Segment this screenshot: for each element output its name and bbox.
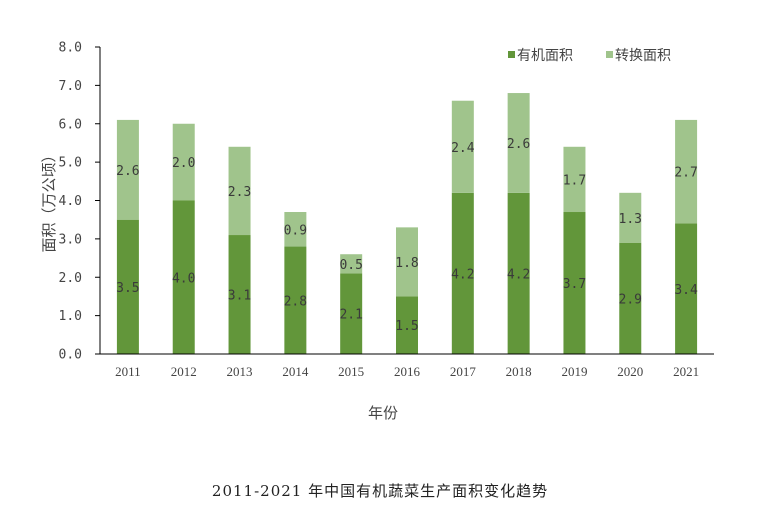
data-label: 2.3 <box>228 185 251 200</box>
x-tick-label: 2013 <box>227 364 253 379</box>
bar-group-2020: 2.9 1.3 <box>619 192 642 354</box>
bar-segment-conversion <box>396 227 418 297</box>
data-label: 3.5 <box>116 281 139 296</box>
y-tick-label: 8.0 <box>59 41 82 56</box>
x-tick-label: 2020 <box>617 364 643 379</box>
bar-segment-organic <box>340 273 363 354</box>
data-label: 2.1 <box>339 308 362 323</box>
y-tick-label: 6.0 <box>59 117 82 132</box>
bar-group-2014: 2.8 0.9 <box>284 212 307 354</box>
x-tick-label: 2012 <box>171 364 197 379</box>
bar-group-2017: 4.2 2.4 <box>451 100 475 354</box>
data-label: 2.0 <box>172 156 195 171</box>
data-label: 2.7 <box>674 166 697 181</box>
x-tick-label: 2017 <box>450 364 477 379</box>
x-tick-label: 2016 <box>394 364 421 379</box>
data-label: 1.5 <box>395 319 418 334</box>
bar-segment-conversion <box>507 93 530 193</box>
bar-group-2013: 3.1 2.3 <box>228 146 251 354</box>
data-label: 3.4 <box>674 283 698 298</box>
bar-segment-organic <box>116 219 139 354</box>
legend-label: 有机面积 <box>517 48 573 64</box>
bar-segment-organic <box>396 296 418 354</box>
bar-segment-conversion <box>451 100 474 193</box>
chart-title: 2011-2021 年中国有机蔬菜生产面积变化趋势 <box>211 482 549 500</box>
bar-segment-organic <box>451 192 474 354</box>
bar-group-2015: 2.1 0.5 <box>339 254 363 354</box>
bar-group-2011: 3.5 2.6 <box>116 119 140 354</box>
legend-label: 转换面积 <box>615 47 671 64</box>
data-label: 4.2 <box>507 267 530 282</box>
bar-segment-organic <box>675 223 698 354</box>
bar-segment-organic <box>284 246 307 354</box>
bar-segment-conversion <box>284 212 307 247</box>
data-label: 0.5 <box>339 258 362 273</box>
legend-swatch <box>508 51 515 58</box>
data-label: 2.6 <box>507 137 530 152</box>
data-label: 2.6 <box>116 164 139 179</box>
x-tick-label: 2018 <box>506 364 532 379</box>
y-tick-label: 7.0 <box>59 79 82 94</box>
bar-segment-conversion <box>340 254 363 274</box>
x-tick-label: 2014 <box>282 364 309 379</box>
legend-swatch <box>606 51 613 58</box>
x-tick-label: 2021 <box>673 364 699 379</box>
bar-segment-conversion <box>228 146 251 236</box>
data-label: 3.1 <box>228 289 251 304</box>
legend-item-organic: 有机面积 <box>508 48 573 64</box>
y-tick-label: 1.0 <box>59 309 82 324</box>
data-label: 1.3 <box>619 212 642 227</box>
y-tick-label: 4.0 <box>59 194 82 209</box>
y-tick-label: 0.0 <box>59 348 82 363</box>
bar-group-2016: 1.5 1.8 <box>395 227 419 354</box>
bar-segment-organic <box>563 212 586 354</box>
y-tick-label: 2.0 <box>59 271 82 286</box>
bar-segment-organic <box>619 242 642 354</box>
y-tick-label: 5.0 <box>59 156 82 171</box>
bar-segment-organic <box>172 200 195 354</box>
data-label: 2.9 <box>619 292 642 307</box>
bar-group-2018: 4.2 2.6 <box>507 93 530 354</box>
bar-segment-conversion <box>116 119 139 220</box>
data-label: 4.2 <box>451 267 474 282</box>
bar-segment-conversion <box>619 192 642 243</box>
data-label: 2.8 <box>284 294 307 309</box>
data-label: 2.4 <box>451 141 475 156</box>
x-axis: 2011 2012 2013 2014 2015 2016 2017 2018 2019 2020… <box>100 353 714 379</box>
y-axis-title: 面积（万公顷） <box>40 147 58 252</box>
legend: 有机面积 转换面积 <box>508 47 671 64</box>
x-tick-label: 2015 <box>338 364 364 379</box>
x-tick-label: 2019 <box>561 364 587 379</box>
data-label: 4.0 <box>172 271 195 286</box>
bar-segment-organic <box>228 235 251 354</box>
x-axis-title: 年份 <box>368 404 398 422</box>
data-label: 3.7 <box>563 277 586 292</box>
y-axis: 0.0 1.0 2.0 3.0 4.0 5.0 6.0 7.0 8.0 <box>59 41 101 363</box>
bar-segment-conversion <box>675 119 698 224</box>
bar-segment-conversion <box>563 146 586 213</box>
data-label: 0.9 <box>284 223 307 238</box>
bar-segment-organic <box>507 192 530 354</box>
bar-group-2021: 3.4 2.7 <box>674 119 698 354</box>
y-tick-label: 3.0 <box>59 232 82 247</box>
legend-item-conversion: 转换面积 <box>606 47 671 64</box>
bar-group-2012: 4.0 2.0 <box>172 123 195 354</box>
bar-segment-conversion <box>172 123 195 201</box>
bars: 3.5 2.6 4.0 2.0 3.1 2.3 2.8 0.9 2.1 0.5 1.5 1.8 4.2 2… <box>116 93 698 354</box>
bar-group-2019: 3.7 1.7 <box>563 146 586 354</box>
x-tick-label: 2011 <box>115 364 141 379</box>
data-label: 1.7 <box>563 173 586 188</box>
data-label: 1.8 <box>395 256 418 271</box>
